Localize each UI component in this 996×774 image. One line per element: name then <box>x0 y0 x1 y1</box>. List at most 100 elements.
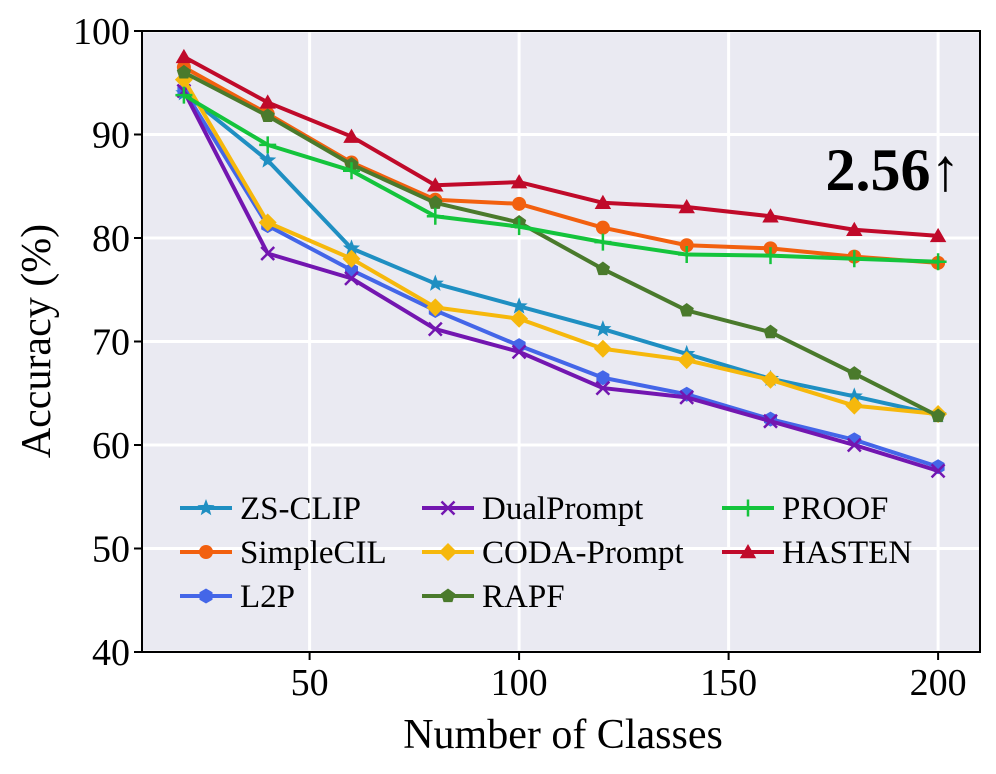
data-point-dualprompt <box>930 463 946 479</box>
legend-marker-l2p <box>199 588 213 604</box>
y-axis-title: Accuracy (%) <box>14 224 60 458</box>
data-point-zs-clip <box>342 239 361 256</box>
x-tick-label: 100 <box>491 662 548 704</box>
data-point-hasten <box>678 198 695 214</box>
data-point-proof <box>845 250 863 268</box>
series-line-hasten <box>181 54 941 238</box>
series-line-proof <box>181 93 941 264</box>
data-point-dualprompt <box>260 246 276 261</box>
data-point-coda-prompt <box>677 351 696 370</box>
data-point-hasten <box>343 128 360 143</box>
data-point-zs-clip <box>845 387 863 404</box>
data-point-simplecil <box>679 238 694 253</box>
legend-item-simplecil: SimpleCIL <box>180 535 387 571</box>
data-point-dualprompt <box>679 390 695 405</box>
data-point-dualprompt <box>763 413 778 429</box>
legend-label: L2P <box>240 579 295 615</box>
data-point-zs-clip <box>259 151 277 168</box>
legend-item-dualprompt: DualPrompt <box>422 491 643 527</box>
legend-marker-rapf <box>440 588 456 603</box>
data-point-rapf <box>595 261 611 276</box>
legend-item-zs-clip: ZS-CLIP <box>180 491 361 527</box>
data-point-hasten <box>762 208 779 223</box>
data-point-hasten <box>510 174 528 189</box>
series-layer <box>174 48 948 479</box>
legend-marker-dualprompt <box>440 500 456 516</box>
data-point-coda-prompt <box>593 339 612 358</box>
data-point-rapf <box>930 408 946 423</box>
data-point-proof <box>929 253 947 271</box>
x-tick-label: 50 <box>291 662 329 704</box>
data-point-zs-clip <box>510 297 528 314</box>
legend-label: PROOF <box>782 491 888 527</box>
data-point-hasten <box>594 194 612 210</box>
data-point-coda-prompt <box>845 396 864 415</box>
y-tick-label: 40 <box>92 632 130 674</box>
series-coda-prompt <box>174 70 948 423</box>
data-point-coda-prompt <box>342 249 361 268</box>
data-point-proof <box>594 233 612 251</box>
series-line-l2p <box>181 88 941 469</box>
data-point-coda-prompt <box>426 298 445 317</box>
y-tick-label: 60 <box>92 425 130 467</box>
y-tick-label: 50 <box>92 529 130 571</box>
data-point-simplecil <box>512 196 527 211</box>
data-point-proof <box>426 207 444 225</box>
legend-item-hasten: HASTEN <box>722 535 912 571</box>
series-line-zs-clip <box>181 91 941 417</box>
data-point-hasten <box>175 48 193 64</box>
y-tick-label: 90 <box>92 115 130 157</box>
legend-label: RAPF <box>482 579 565 615</box>
data-point-rapf <box>176 64 192 79</box>
legend-label: DualPrompt <box>482 491 643 527</box>
series-line-rapf <box>181 70 941 419</box>
legend-marker-hasten <box>739 544 757 559</box>
data-point-rapf <box>428 195 443 209</box>
y-tick-label: 70 <box>92 322 130 364</box>
data-point-l2p <box>596 370 610 386</box>
data-point-dualprompt <box>427 321 443 337</box>
ticks: 40 50 60 70 80 90 100 50 100 150 200 <box>73 11 967 704</box>
y-tick-label: 80 <box>92 218 130 260</box>
series-line-dualprompt <box>181 89 941 473</box>
data-point-rapf <box>763 324 778 339</box>
data-point-rapf <box>260 108 275 122</box>
y-tick-label: 100 <box>73 11 130 53</box>
data-point-proof <box>510 218 528 236</box>
data-point-rapf <box>679 302 694 317</box>
legend-marker-coda-prompt <box>439 543 457 561</box>
data-point-proof <box>175 86 193 104</box>
legend-marker-simplecil <box>199 545 213 559</box>
data-point-hasten <box>427 177 444 192</box>
data-point-coda-prompt <box>761 370 780 389</box>
data-point-proof <box>762 247 779 265</box>
legend-item-rapf: RAPF <box>422 579 565 615</box>
legend-label: SimpleCIL <box>240 535 387 571</box>
x-tick-label: 200 <box>910 662 967 704</box>
data-point-hasten <box>929 227 947 243</box>
x-axis-title: Number of Classes <box>403 712 723 758</box>
grid <box>142 29 980 654</box>
data-point-proof <box>343 162 360 180</box>
data-point-simplecil <box>595 220 610 235</box>
data-point-hasten <box>259 94 276 109</box>
legend-label: CODA-Prompt <box>482 535 684 571</box>
legend: ZS-CLIP SimpleCIL L2P DualPrompt CODA-Prompt… <box>180 491 912 615</box>
data-point-proof <box>259 136 277 154</box>
x-tick-label: 150 <box>700 662 757 704</box>
data-point-hasten <box>846 221 863 236</box>
data-point-zs-clip <box>594 320 612 337</box>
data-point-zs-clip <box>426 274 444 291</box>
series-hasten <box>175 48 947 243</box>
legend-label: HASTEN <box>782 535 912 571</box>
data-point-dualprompt <box>511 344 527 360</box>
data-point-proof <box>678 246 696 264</box>
legend-label: ZS-CLIP <box>240 491 361 527</box>
legend-marker-zs-clip <box>197 499 215 516</box>
legend-marker-proof <box>739 499 757 517</box>
series-proof <box>175 86 947 271</box>
data-point-dualprompt <box>846 437 862 453</box>
data-point-coda-prompt <box>510 309 529 328</box>
legend-item-proof: PROOF <box>722 491 888 527</box>
data-point-dualprompt <box>595 380 611 396</box>
